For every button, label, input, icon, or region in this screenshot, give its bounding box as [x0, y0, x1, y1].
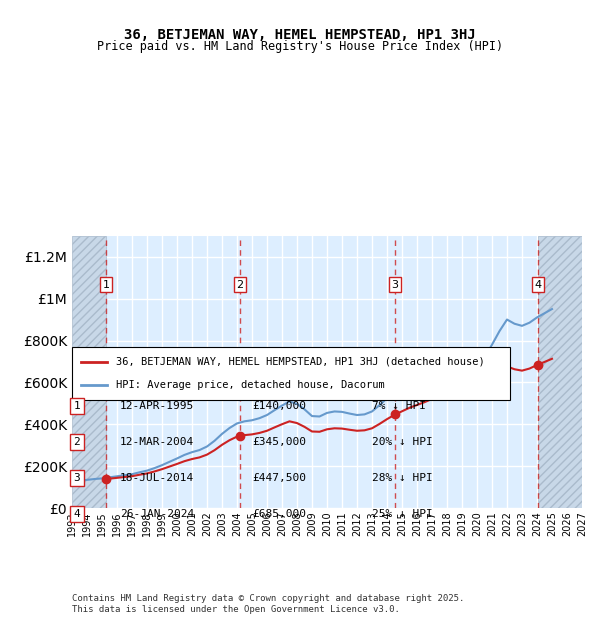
FancyBboxPatch shape	[72, 347, 510, 400]
Text: HPI: Average price, detached house, Dacorum: HPI: Average price, detached house, Daco…	[116, 380, 385, 390]
Text: 36, BETJEMAN WAY, HEMEL HEMPSTEAD, HP1 3HJ: 36, BETJEMAN WAY, HEMEL HEMPSTEAD, HP1 3…	[124, 28, 476, 42]
Text: 36, BETJEMAN WAY, HEMEL HEMPSTEAD, HP1 3HJ (detached house): 36, BETJEMAN WAY, HEMEL HEMPSTEAD, HP1 3…	[116, 357, 485, 367]
Text: 7% ↓ HPI: 7% ↓ HPI	[372, 401, 426, 411]
Bar	[538, 236, 582, 508]
Text: £685,000: £685,000	[252, 509, 306, 519]
Text: £447,500: £447,500	[252, 473, 306, 483]
Text: 12-MAR-2004: 12-MAR-2004	[120, 437, 194, 447]
Text: 18-JUL-2014: 18-JUL-2014	[120, 473, 194, 483]
Text: 4: 4	[73, 509, 80, 519]
Text: 3: 3	[392, 280, 398, 290]
Text: Price paid vs. HM Land Registry's House Price Index (HPI): Price paid vs. HM Land Registry's House …	[97, 40, 503, 53]
Text: 26-JAN-2024: 26-JAN-2024	[120, 509, 194, 519]
Text: £140,000: £140,000	[252, 401, 306, 411]
Text: 3: 3	[73, 473, 80, 483]
Text: 1: 1	[73, 401, 80, 411]
Text: Contains HM Land Registry data © Crown copyright and database right 2025.
This d: Contains HM Land Registry data © Crown c…	[72, 595, 464, 614]
Text: 2: 2	[236, 280, 244, 290]
Text: 28% ↓ HPI: 28% ↓ HPI	[372, 473, 433, 483]
Text: 20% ↓ HPI: 20% ↓ HPI	[372, 437, 433, 447]
Text: £345,000: £345,000	[252, 437, 306, 447]
Text: 2: 2	[73, 437, 80, 447]
Text: 25% ↓ HPI: 25% ↓ HPI	[372, 509, 433, 519]
Text: 1: 1	[103, 280, 110, 290]
Text: 4: 4	[535, 280, 542, 290]
Bar	[72, 236, 106, 508]
Text: 12-APR-1995: 12-APR-1995	[120, 401, 194, 411]
